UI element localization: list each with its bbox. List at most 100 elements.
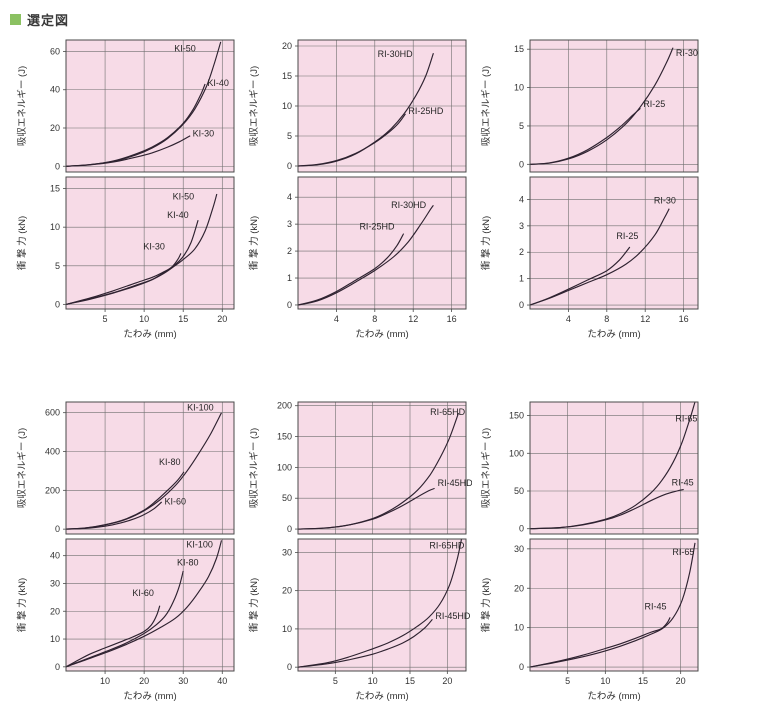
y-tick-label: 0 [55,299,60,309]
y-tick-label: 150 [277,432,292,442]
x-tick-label: 5 [103,314,108,324]
curve-label-RI-45: RI-45 [645,602,667,612]
energy-axis-label: 吸収エネルギー (J) [16,66,28,146]
curve-KI-30 [65,135,191,167]
y-tick-label: 600 [45,408,60,418]
x-tick-label: 16 [447,314,457,324]
y-tick-label: 200 [277,401,292,411]
y-tick-label: 5 [55,261,60,271]
y-tick-label: 4 [519,194,524,204]
curve-label-RI-25HD: RI-25HD [408,106,444,116]
curve-label-KI-30: KI-30 [143,242,165,252]
x-tick-label: 20 [676,676,686,686]
chart-panel: 0 50 100 150 RI-65 RI-45 吸収エネルギー (J) 0 10 20 30 RI-… [472,390,704,714]
force-plot-border [65,538,235,672]
panel-svg: 0 50 100 150 200 RI-65HD RI-45HD 吸収エネルギー (J) 0 10… [248,401,473,702]
energy-plot-border [529,401,699,535]
x-tick-label: 8 [372,314,377,324]
y-tick-label: 15 [514,44,524,54]
y-tick-label: 40 [50,85,60,95]
energy-plot-border [65,401,235,535]
energy-plot-area [66,40,234,172]
y-tick-label: 3 [287,219,292,229]
y-tick-label: 0 [55,161,60,171]
curve-KI-40 [65,220,199,305]
energy-plot-border [297,401,467,535]
y-tick-label: 10 [50,222,60,232]
y-tick-label: 200 [45,485,60,495]
curve-RI-65HD [297,538,463,668]
energy-plot-area [66,402,234,534]
y-tick-label: 2 [287,246,292,256]
force-axis-label: 衝 撃 力 (kN) [248,216,260,270]
x-tick-label: 30 [178,676,188,686]
force-plot-border [65,176,235,310]
x-tick-label: 20 [442,676,452,686]
y-tick-label: 10 [50,634,60,644]
curve-label-RI-45: RI-45 [672,478,694,488]
curve-RI-30 [529,208,670,306]
chart-panel: 0 50 100 150 200 RI-65HD RI-45HD 吸収エネルギー (J) 0 10… [240,390,473,714]
y-tick-label: 0 [519,524,524,534]
chart-panel: 0 5 10 15 20 RI-30HD RI-25HD 吸収エネルギー (J) 0 1 2 3 4 RI… [240,28,472,352]
curve-label-RI-30HD: RI-30HD [391,200,427,210]
y-tick-label: 100 [277,462,292,472]
curve-label-RI-30: RI-30 [676,48,698,58]
x-tick-label: 15 [178,314,188,324]
x-tick-label: 5 [565,676,570,686]
y-tick-label: 0 [55,524,60,534]
y-tick-label: 4 [287,192,292,202]
y-tick-label: 30 [282,547,292,557]
x-tick-label: 12 [408,314,418,324]
curve-label-RI-65HD: RI-65HD [430,407,466,417]
energy-axis-label: 吸収エネルギー (J) [248,66,260,146]
force-axis-label: 衝 撃 力 (kN) [16,216,28,270]
x-tick-label: 16 [679,314,689,324]
y-tick-label: 20 [282,586,292,596]
force-plot-border [529,176,699,310]
y-tick-label: 3 [519,221,524,231]
x-tick-label: 8 [604,314,609,324]
y-tick-label: 40 [50,551,60,561]
x-tick-label: 10 [100,676,110,686]
x-tick-label: 15 [405,676,415,686]
x-axis-label: たわみ (mm) [123,329,176,340]
x-tick-label: 4 [566,314,571,324]
y-tick-label: 0 [287,161,292,171]
curve-label-RI-65HD: RI-65HD [429,541,465,551]
curve-RI-45HD [297,618,433,668]
energy-plot-area [298,402,466,534]
x-axis-label: たわみ (mm) [587,329,640,340]
y-tick-label: 50 [514,486,524,496]
y-tick-label: 150 [509,411,524,421]
y-tick-label: 1 [287,273,292,283]
y-tick-label: 20 [514,583,524,593]
energy-plot-area [530,40,698,172]
curve-label-KI-40: KI-40 [167,210,189,220]
curve-RI-25HD [297,113,406,167]
curve-RI-30HD [297,204,434,306]
panel-svg: 0 50 100 150 RI-65 RI-45 吸収エネルギー (J) 0 10 20 30 RI-… [480,401,699,702]
y-tick-label: 50 [282,493,292,503]
y-tick-label: 15 [282,71,292,81]
force-plot-area [530,177,698,309]
force-plot-border [297,176,467,310]
curve-RI-45 [529,617,671,668]
curve-label-KI-80: KI-80 [177,557,199,567]
y-tick-label: 5 [519,121,524,131]
energy-plot-border [65,39,235,173]
y-tick-label: 15 [50,184,60,194]
y-tick-label: 10 [514,623,524,633]
curve-RI-25HD [297,233,405,306]
chart-panel: 0 200 400 600 KI-100 KI-80 KI-60 吸収エネルギー (J) 0 10… [8,390,240,714]
x-tick-label: 40 [217,676,227,686]
curve-label-KI-30: KI-30 [193,129,215,139]
x-tick-label: 10 [600,676,610,686]
y-tick-label: 0 [519,662,524,672]
y-tick-label: 30 [514,544,524,554]
x-axis-label: たわみ (mm) [355,329,408,340]
panel-svg: 0 200 400 600 KI-100 KI-80 KI-60 吸収エネルギー (J) 0 10… [16,401,235,702]
y-tick-label: 0 [55,662,60,672]
x-tick-label: 15 [638,676,648,686]
